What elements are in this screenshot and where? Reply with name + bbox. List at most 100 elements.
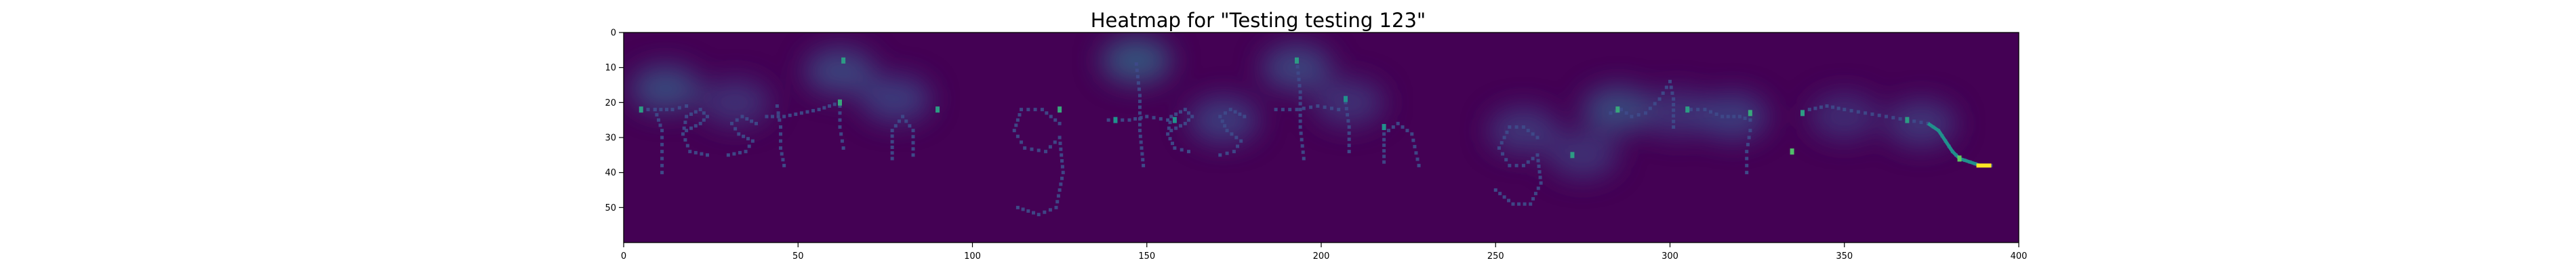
stroke-point — [660, 129, 664, 133]
x-tick-label: 0 — [621, 251, 626, 262]
stroke-point — [1298, 90, 1302, 94]
stroke-point — [1060, 165, 1064, 169]
stroke-point — [1382, 138, 1386, 142]
stroke-point — [1058, 188, 1062, 192]
stroke-point — [1819, 105, 1823, 109]
stroke-point — [832, 102, 837, 106]
stroke-point — [1514, 125, 1518, 129]
stroke-point — [1060, 159, 1064, 163]
stroke-point — [1661, 91, 1665, 96]
stroke-point — [1672, 97, 1676, 101]
stroke-point — [1020, 108, 1024, 112]
stroke-point — [1166, 132, 1170, 136]
stroke-point — [1224, 111, 1228, 115]
stroke-point — [1391, 125, 1395, 129]
stroke-point — [911, 153, 915, 157]
stroke-point — [1026, 108, 1030, 112]
stroke-point — [646, 108, 650, 112]
stroke-point — [1401, 125, 1405, 129]
stroke-point — [1537, 170, 1542, 174]
stroke-point — [1060, 153, 1064, 157]
stroke-point — [1521, 125, 1525, 129]
stroke-point — [1230, 132, 1234, 136]
stroke-point — [1133, 117, 1138, 121]
stroke-point — [750, 119, 754, 123]
stroke-point — [737, 132, 741, 136]
stroke-point — [1297, 84, 1302, 88]
stroke-point — [1919, 121, 1923, 125]
stroke-point — [1413, 144, 1417, 148]
stroke-point — [681, 132, 685, 136]
stroke-point — [685, 144, 689, 148]
stroke-point — [1502, 195, 1506, 199]
stroke-point — [1745, 163, 1749, 167]
stroke-point — [1337, 108, 1341, 112]
stroke-point — [1624, 111, 1628, 115]
stroke-point — [765, 114, 769, 119]
stroke-point — [1169, 129, 1173, 133]
stroke-point — [838, 111, 842, 115]
stroke-point — [1296, 71, 1300, 75]
stroke-point — [698, 108, 702, 112]
stroke-point — [1238, 112, 1242, 117]
stroke-point — [1183, 108, 1187, 112]
stroke-point — [1228, 108, 1232, 112]
stroke-point — [911, 141, 915, 145]
stroke-point — [660, 171, 664, 175]
stroke-point — [1044, 150, 1048, 154]
stroke-point — [1190, 114, 1194, 119]
stroke-point — [670, 108, 675, 112]
stroke-point — [1298, 125, 1302, 129]
axes: 0 50 100 150 200 250 300 350 400 0 10 20 30 40 50 — [605, 28, 2027, 262]
stroke-point — [1648, 106, 1652, 110]
stroke-point — [664, 108, 668, 112]
stroke-point — [1061, 171, 1065, 175]
stroke-point — [838, 125, 842, 129]
stroke-point — [1037, 148, 1041, 152]
hotspot — [1641, 89, 1712, 136]
heat-layer — [630, 37, 1993, 217]
stroke-point — [1135, 68, 1139, 72]
stroke-point — [1745, 157, 1749, 161]
stroke-point — [1300, 138, 1304, 142]
stroke-point — [1032, 211, 1036, 215]
stroke-point — [1045, 111, 1049, 115]
stroke-point — [1298, 119, 1302, 123]
stroke-point — [1501, 152, 1505, 156]
stroke-point — [1497, 146, 1501, 150]
stroke-point — [1174, 112, 1178, 117]
stroke-point — [1396, 121, 1400, 125]
stroke-point — [1347, 150, 1351, 154]
stroke-point — [890, 157, 894, 161]
stroke-point — [1884, 114, 1888, 119]
bright-mark — [1382, 124, 1386, 130]
hotspot — [1547, 131, 1618, 178]
stroke-point — [685, 104, 689, 108]
stroke-point — [1511, 202, 1515, 206]
stroke-point — [1529, 202, 1533, 206]
stroke-point — [1059, 182, 1063, 186]
stroke-point — [1382, 160, 1386, 164]
stroke-point — [890, 145, 894, 149]
stroke-point — [1015, 134, 1020, 138]
stroke-point — [1020, 140, 1024, 144]
stroke-point — [1059, 147, 1063, 151]
stroke-point — [779, 139, 783, 143]
stroke-point — [893, 124, 898, 128]
stroke-point — [1843, 108, 1847, 112]
stroke-point — [1405, 129, 1409, 133]
stroke-point — [1323, 105, 1327, 109]
stroke-point — [729, 121, 733, 125]
stroke-point — [1500, 141, 1504, 145]
stroke-point — [779, 125, 783, 129]
stroke-point — [1732, 114, 1736, 119]
stroke-point — [841, 146, 845, 150]
stroke-point — [839, 132, 843, 136]
stroke-point — [1696, 108, 1700, 112]
stroke-point — [1347, 138, 1351, 142]
stroke-point — [1232, 150, 1236, 154]
stroke-point — [1274, 108, 1278, 112]
stroke-point — [1030, 147, 1034, 151]
bright-mark — [1800, 110, 1805, 117]
stroke-point — [1672, 108, 1676, 112]
